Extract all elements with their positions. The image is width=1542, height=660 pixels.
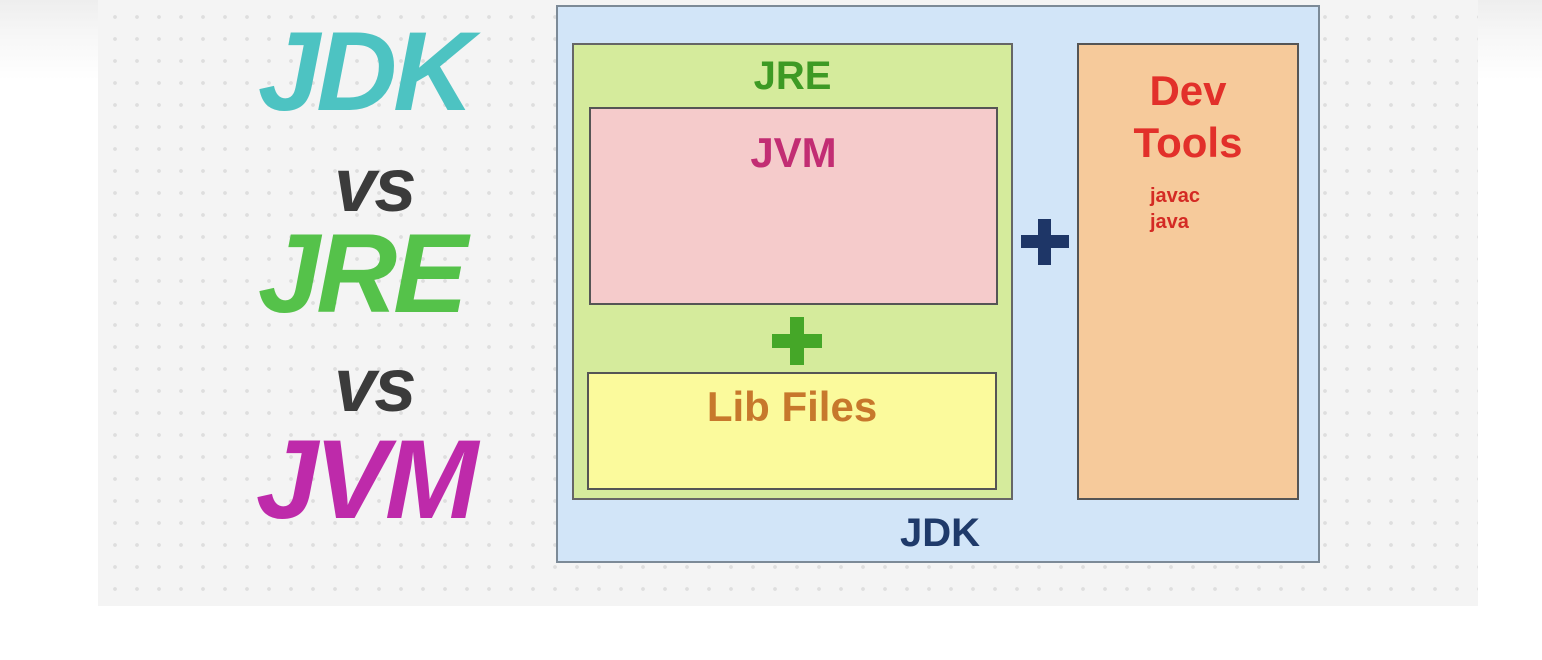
jdk-label: JDK bbox=[899, 511, 981, 555]
lib-files-label: Lib Files bbox=[706, 383, 878, 430]
title-jvm: JVM bbox=[256, 417, 478, 542]
dev-tools-box bbox=[1077, 43, 1299, 500]
tool-java: java bbox=[1150, 211, 1189, 233]
title-jre: JRE bbox=[258, 211, 468, 336]
title-vs-first: vs bbox=[334, 143, 417, 228]
plus-icon bbox=[772, 317, 822, 365]
jvm-label: JVM bbox=[750, 129, 837, 176]
plus-icon bbox=[1021, 219, 1069, 265]
title-jdk: JDK bbox=[258, 9, 474, 134]
dev-tools-label-line1: Dev bbox=[1149, 67, 1227, 114]
title-vs-second: vs bbox=[334, 343, 417, 428]
dev-tools-label-line2: Tools bbox=[1133, 119, 1243, 166]
tool-javac: javac bbox=[1150, 185, 1201, 207]
jvm-box bbox=[589, 107, 998, 305]
jre-label: JRE bbox=[753, 54, 832, 98]
lib-files-box bbox=[587, 372, 997, 490]
